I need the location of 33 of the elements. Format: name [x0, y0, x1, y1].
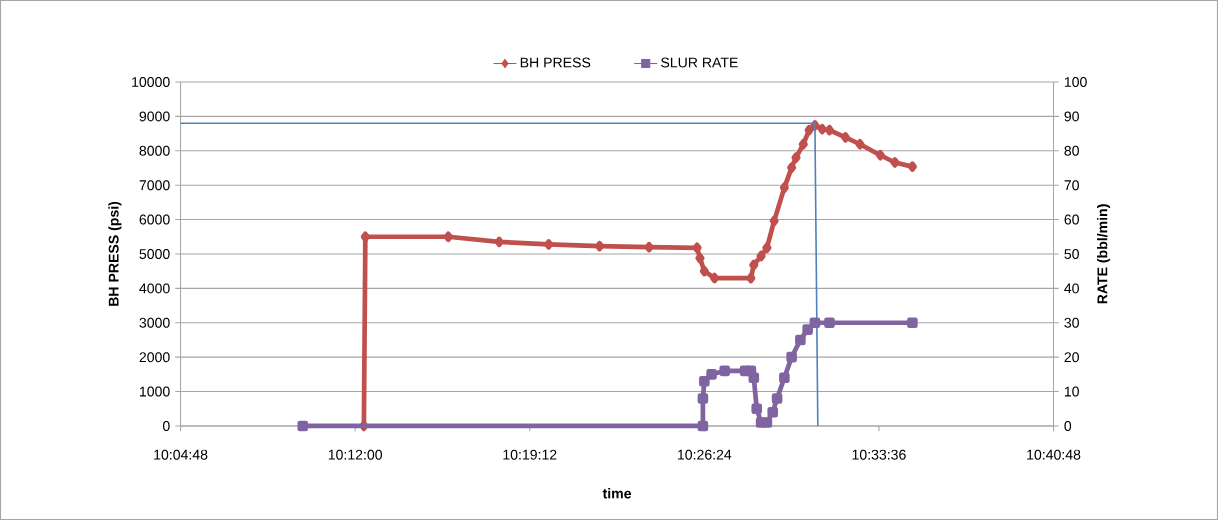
y-tick-label: 0	[162, 420, 170, 431]
y-tick-label: 7000	[139, 180, 170, 191]
y-tick-label: 9000	[139, 111, 170, 122]
y2-tick-label: 50	[1064, 249, 1079, 259]
y-tick-label: 4000	[139, 283, 170, 294]
y-tick-label: 2000	[139, 352, 170, 363]
x-tick-label: 10:33:36	[852, 449, 906, 460]
y-tick-label: 8000	[139, 145, 170, 156]
legend-label: BH PRESS	[520, 57, 591, 68]
x-axis-title: time	[602, 488, 632, 499]
y-tick-label: 6000	[139, 214, 170, 225]
legend-label: SLUR RATE	[661, 57, 738, 68]
y2-axis-title: RATE (bbl/min)	[1097, 204, 1111, 304]
y-tick-label: 10000	[132, 77, 170, 87]
y2-tick-label: 100	[1064, 77, 1087, 87]
x-tick-label: 10:40:48	[1027, 449, 1081, 460]
y2-tick-label: 30	[1064, 317, 1079, 328]
y2-tick-label: 70	[1064, 180, 1079, 191]
y2-tick-label: 40	[1064, 283, 1079, 294]
y2-tick-label: 0	[1064, 420, 1072, 431]
y-tick-label: 1000	[139, 386, 170, 397]
y2-tick-label: 20	[1064, 352, 1079, 363]
y-tick-label: 3000	[139, 317, 170, 328]
x-tick-label: 10:26:24	[678, 449, 732, 460]
y-axis-title: BH PRESS (psi)	[108, 201, 122, 306]
y2-tick-label: 60	[1064, 214, 1079, 225]
y2-tick-label: 10	[1064, 386, 1079, 397]
y-tick-label: 5000	[139, 249, 170, 259]
y2-tick-label: 80	[1064, 145, 1079, 156]
y2-tick-label: 90	[1064, 111, 1079, 122]
x-tick-label: 10:12:00	[328, 449, 382, 460]
x-tick-label: 10:04:48	[154, 449, 208, 460]
x-tick-label: 10:19:12	[503, 449, 557, 460]
